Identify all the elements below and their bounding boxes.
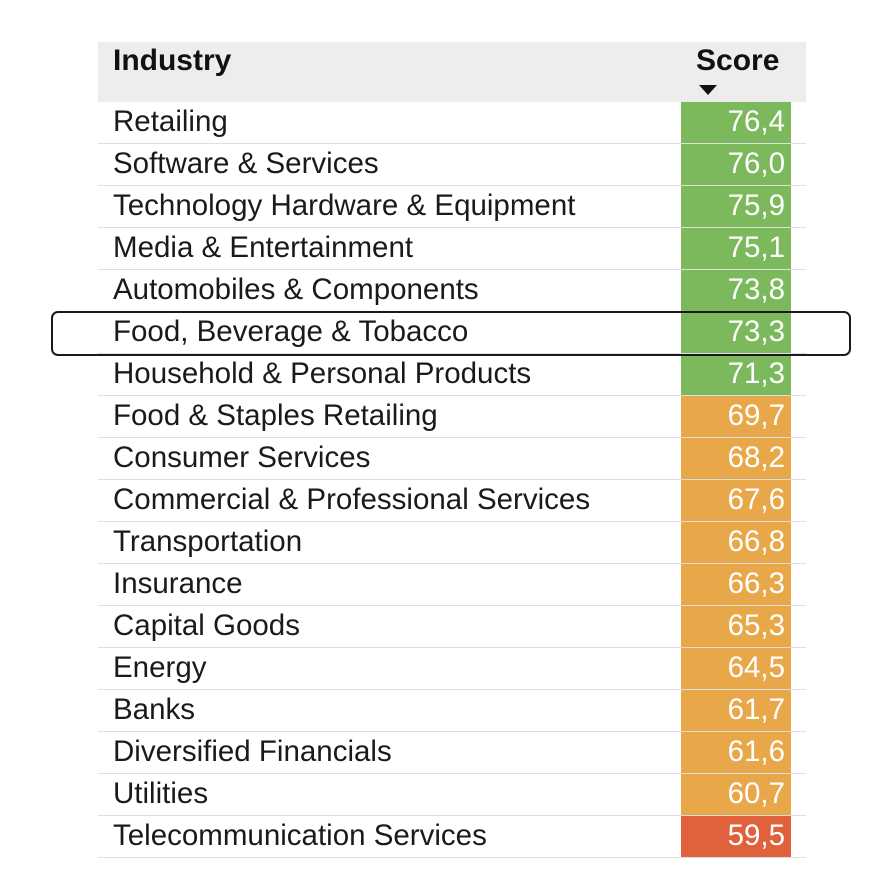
score-cell-high: 76,4 — [681, 102, 791, 143]
score-value: 60,7 — [727, 777, 785, 810]
score-cell-mid: 66,3 — [681, 564, 791, 605]
industry-label: Technology Hardware & Equipment — [113, 189, 576, 222]
score-value: 65,3 — [727, 609, 785, 642]
table-row[interactable]: Consumer Services 68,2 — [98, 438, 806, 480]
industry-label: Automobiles & Components — [113, 273, 479, 306]
column-header-industry[interactable]: Industry — [113, 44, 232, 77]
score-value: 66,3 — [727, 567, 785, 600]
score-value: 67,6 — [727, 483, 785, 516]
table-body: Retailing 76,4 Software & Services 76,0 Tech… — [98, 102, 806, 858]
score-cell-mid: 65,3 — [681, 606, 791, 647]
score-value: 68,2 — [727, 441, 785, 474]
table-header: Industry Score — [98, 42, 806, 102]
sort-descending-icon[interactable] — [699, 85, 717, 95]
table-row[interactable]: Media & Entertainment 75,1 — [98, 228, 806, 270]
score-cell-high: 76,0 — [681, 144, 791, 185]
score-value: 69,7 — [727, 399, 785, 432]
table-row[interactable]: Transportation 66,8 — [98, 522, 806, 564]
score-value: 75,1 — [727, 231, 785, 264]
score-value: 75,9 — [727, 189, 785, 222]
score-cell-high: 75,9 — [681, 186, 791, 227]
score-value: 61,7 — [727, 693, 785, 726]
table-row[interactable]: Insurance 66,3 — [98, 564, 806, 606]
score-cell-mid: 67,6 — [681, 480, 791, 521]
industry-label: Capital Goods — [113, 609, 300, 642]
industry-label: Insurance — [113, 567, 243, 600]
score-cell-mid: 64,5 — [681, 648, 791, 689]
score-value: 73,8 — [727, 273, 785, 306]
industry-label: Food, Beverage & Tobacco — [113, 315, 469, 348]
industry-label: Consumer Services — [113, 441, 371, 474]
industry-label: Banks — [113, 693, 195, 726]
table-row[interactable]: Commercial & Professional Services 67,6 — [98, 480, 806, 522]
industry-label: Telecommunication Services — [113, 819, 487, 852]
score-cell-mid: 68,2 — [681, 438, 791, 479]
industry-label: Commercial & Professional Services — [113, 483, 591, 516]
score-value: 76,0 — [727, 147, 785, 180]
score-value: 59,5 — [727, 819, 785, 852]
score-cell-high: 73,3 — [681, 312, 791, 353]
industry-label: Media & Entertainment — [113, 231, 414, 264]
score-value: 71,3 — [727, 357, 785, 390]
table-row[interactable]: Food, Beverage & Tobacco 73,3 — [98, 312, 806, 354]
score-cell-mid: 69,7 — [681, 396, 791, 437]
score-value: 73,3 — [727, 315, 785, 348]
table-row[interactable]: Automobiles & Components 73,8 — [98, 270, 806, 312]
score-cell-high: 73,8 — [681, 270, 791, 311]
table-row[interactable]: Energy 64,5 — [98, 648, 806, 690]
score-cell-low: 59,5 — [681, 816, 791, 857]
table-row[interactable]: Software & Services 76,0 — [98, 144, 806, 186]
column-header-score[interactable]: Score — [696, 44, 780, 77]
industry-label: Transportation — [113, 525, 303, 558]
industry-label: Household & Personal Products — [113, 357, 532, 390]
score-value: 61,6 — [727, 735, 785, 768]
score-value: 64,5 — [727, 651, 785, 684]
industry-label: Food & Staples Retailing — [113, 399, 438, 432]
score-value: 66,8 — [727, 525, 785, 558]
industry-label: Retailing — [113, 105, 228, 138]
table-row[interactable]: Retailing 76,4 — [98, 102, 806, 144]
table-row[interactable]: Diversified Financials 61,6 — [98, 732, 806, 774]
industry-label: Utilities — [113, 777, 209, 810]
score-cell-mid: 61,7 — [681, 690, 791, 731]
table-row[interactable]: Banks 61,7 — [98, 690, 806, 732]
page-title-clipped: ​ — [0, 0, 888, 20]
score-cell-mid: 61,6 — [681, 732, 791, 773]
score-cell-high: 75,1 — [681, 228, 791, 269]
industry-label: Software & Services — [113, 147, 379, 180]
table-row[interactable]: Technology Hardware & Equipment 75,9 — [98, 186, 806, 228]
table-row[interactable]: Food & Staples Retailing 69,7 — [98, 396, 806, 438]
score-cell-mid: 60,7 — [681, 774, 791, 815]
table-row[interactable]: Telecommunication Services 59,5 — [98, 816, 806, 858]
industry-label: Diversified Financials — [113, 735, 392, 768]
table-row[interactable]: Utilities 60,7 — [98, 774, 806, 816]
table-row[interactable]: Capital Goods 65,3 — [98, 606, 806, 648]
table-row[interactable]: Household & Personal Products 71,3 — [98, 354, 806, 396]
score-cell-high: 71,3 — [681, 354, 791, 395]
score-table: Industry Score Retailing 76,4 Software & S… — [98, 42, 806, 858]
industry-label: Energy — [113, 651, 207, 684]
score-cell-mid: 66,8 — [681, 522, 791, 563]
score-value: 76,4 — [727, 105, 785, 138]
